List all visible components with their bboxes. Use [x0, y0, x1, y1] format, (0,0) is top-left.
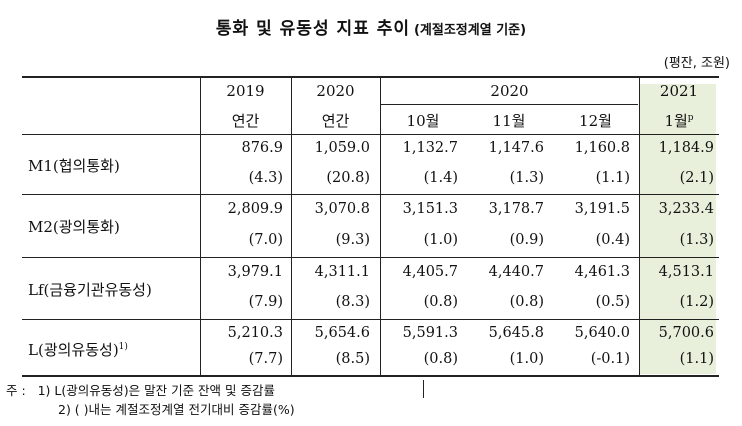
change-cell: (0.8): [423, 351, 458, 367]
header-period: 연간: [231, 112, 260, 130]
footnote-2: 2) ( )내는 계절조정계열 전기대비 증감률(%): [58, 399, 295, 418]
value-cell: 5,640.0: [574, 325, 630, 341]
header-period-preliminary: 1월p: [639, 110, 719, 131]
header-period-label: 1월: [664, 112, 688, 130]
title-sub: (계절조정계열 기준): [413, 23, 527, 38]
change-cell: (7.0): [248, 232, 283, 248]
header-period: 10월: [406, 112, 440, 130]
value-cell: 5,700.6: [658, 325, 714, 341]
text-cursor: [423, 380, 424, 398]
header-period: 12월: [579, 112, 612, 130]
change-cell: (2.1): [679, 170, 714, 186]
unit-label: (평잔, 조원): [663, 56, 730, 71]
value-cell: 1,160.8: [574, 140, 630, 156]
change-cell: (7.7): [248, 351, 283, 367]
change-cell: (1.2): [679, 294, 714, 310]
value-cell: 1,147.6: [488, 140, 544, 156]
value-cell: 5,645.8: [488, 325, 544, 341]
value-cell: 1,184.9: [658, 140, 714, 156]
change-cell: (1.3): [509, 170, 544, 186]
value-cell: 5,591.3: [402, 325, 458, 341]
change-cell: (0.8): [509, 294, 544, 310]
change-cell: (8.3): [335, 294, 370, 310]
change-cell: (0.8): [423, 294, 458, 310]
header-period: 연간: [321, 112, 350, 130]
change-cell: (4.3): [248, 170, 283, 186]
value-cell: 5,654.6: [314, 325, 370, 341]
value-cell: 5,210.3: [227, 325, 283, 341]
table-top-rule: [22, 76, 719, 78]
change-cell: (7.9): [248, 294, 283, 310]
value-cell: 876.9: [241, 140, 283, 156]
footnote-mark: 1): [118, 342, 128, 352]
row-label-l: L(광의유동성)1): [28, 339, 128, 360]
value-cell: 3,178.7: [488, 201, 544, 217]
col-rule: [639, 78, 640, 375]
change-cell: (0.4): [595, 232, 630, 248]
footnote-text: 2) ( )내는 계절조정계열 전기대비 증감률(%): [58, 402, 295, 417]
col-rule: [291, 78, 292, 375]
title-main: 통화 및 유동성 지표 추이: [215, 19, 410, 39]
row-rule: [22, 319, 719, 320]
row-label-lf: Lf(금융기관유동성): [28, 279, 152, 300]
change-cell: (0.9): [509, 232, 544, 248]
header-year-2021: 2021: [659, 82, 699, 100]
header-year-2019: 2019: [226, 82, 265, 100]
change-cell: (1.4): [423, 170, 458, 186]
change-cell: (1.0): [423, 232, 458, 248]
row-rule: [22, 194, 719, 195]
value-cell: 4,311.1: [314, 264, 370, 280]
value-cell: 3,070.8: [314, 201, 370, 217]
change-cell: (1.1): [679, 351, 714, 367]
row-label-text: M2(광의통화): [28, 218, 120, 236]
change-cell: (1.3): [679, 232, 714, 248]
change-cell: (-0.1): [590, 351, 630, 367]
row-label-text: M1(협의통화): [28, 157, 120, 175]
value-cell: 4,513.1: [658, 264, 714, 280]
row-label-m2: M2(광의통화): [28, 216, 120, 237]
change-cell: (1.1): [595, 170, 630, 186]
page-title: 통화 및 유동성 지표 추이 (계절조정계열 기준): [0, 14, 742, 39]
row-label-text: L(광의유동성): [28, 341, 119, 359]
preliminary-mark: p: [687, 113, 694, 123]
change-cell: (20.8): [326, 170, 370, 186]
row-label-text: Lf(금융기관유동성): [28, 281, 152, 299]
change-cell: (1.0): [509, 351, 544, 367]
header-year-2020-monthly: 2020: [490, 82, 529, 100]
col-rule: [200, 78, 201, 375]
value-cell: 1,132.7: [402, 140, 458, 156]
year-header-rule: [380, 104, 638, 105]
value-cell: 3,151.3: [402, 201, 458, 217]
header-bottom-rule: [22, 134, 719, 135]
value-cell: 3,979.1: [227, 264, 283, 280]
footnote-1: 주 : 1) L(광의유동성)은 말잔 기준 잔액 및 증감률: [6, 380, 275, 399]
footnote-prefix: 주 :: [6, 383, 26, 398]
value-cell: 3,233.4: [658, 201, 714, 217]
value-cell: 3,191.5: [574, 201, 630, 217]
header-year-2020-annual: 2020: [316, 82, 355, 100]
col-rule: [380, 78, 381, 375]
change-cell: (0.5): [595, 294, 630, 310]
header-period: 11월: [492, 112, 526, 130]
change-cell: (9.3): [335, 232, 370, 248]
row-label-m1: M1(협의통화): [28, 155, 120, 176]
footnote-text: 1) L(광의유동성)은 말잔 기준 잔액 및 증감률: [37, 383, 275, 398]
table-bottom-rule: [22, 375, 719, 377]
value-cell: 2,809.9: [227, 201, 283, 217]
value-cell: 4,440.7: [488, 264, 544, 280]
row-rule: [22, 257, 719, 258]
value-cell: 1,059.0: [314, 140, 370, 156]
value-cell: 4,405.7: [402, 264, 458, 280]
highlight-column: [639, 84, 716, 374]
change-cell: (8.5): [335, 351, 370, 367]
value-cell: 4,461.3: [574, 264, 630, 280]
